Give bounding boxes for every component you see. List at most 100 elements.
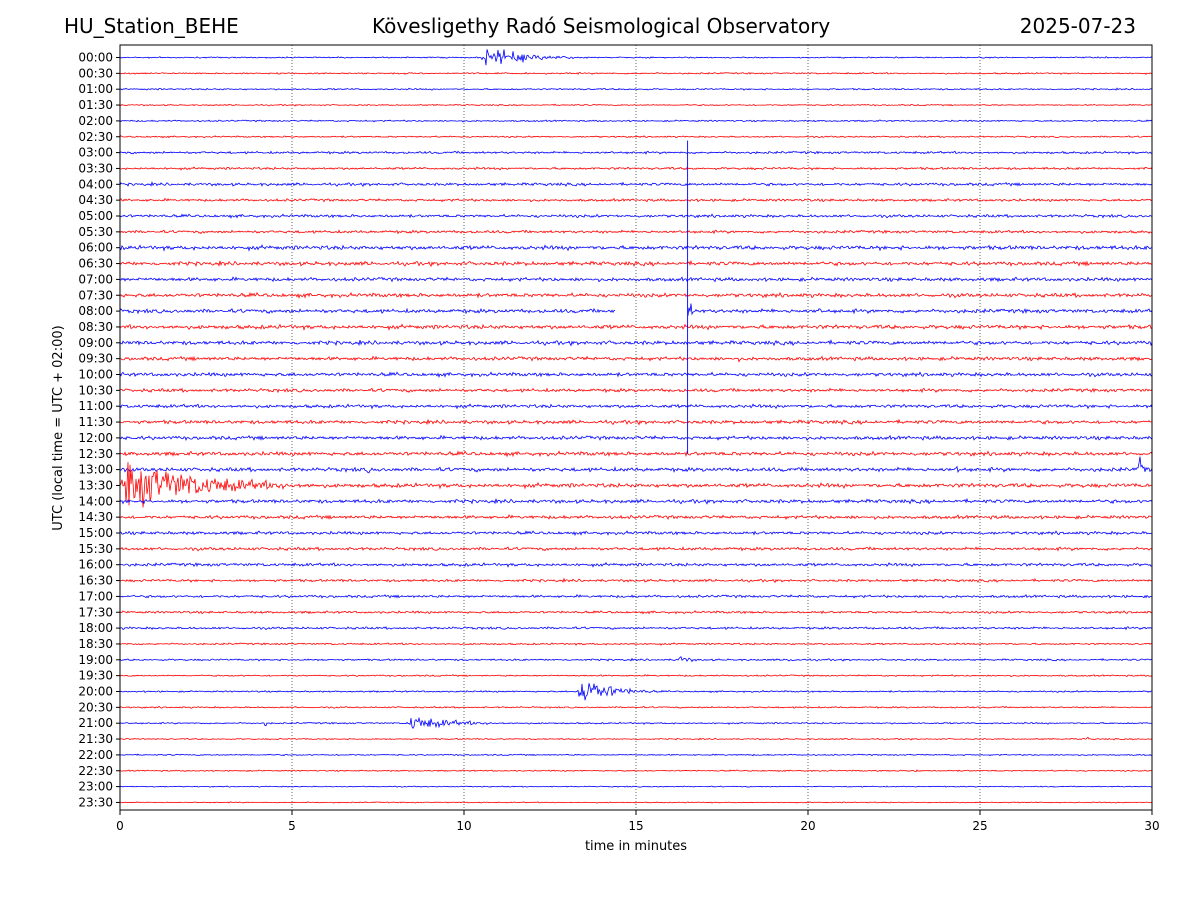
y-tick-label: 16:00 — [78, 558, 113, 572]
trace-0900 — [119, 339, 1153, 347]
y-tick-label: 23:30 — [78, 795, 113, 809]
y-tick-label: 17:00 — [78, 589, 113, 603]
y-tick-label: 03:30 — [78, 161, 113, 175]
trace-1430 — [119, 514, 1153, 521]
y-tick-label: 10:00 — [78, 368, 113, 382]
y-tick-label: 07:30 — [78, 288, 113, 302]
y-tick-label: 11:00 — [78, 399, 113, 413]
trace-1630 — [119, 577, 1153, 584]
y-axis-label: UTC (local time = UTC + 02:00) — [51, 325, 66, 530]
x-tick-label: 10 — [456, 819, 471, 833]
trace-0230 — [119, 135, 1153, 139]
x-tick-label: 25 — [972, 819, 987, 833]
x-tick-label: 5 — [288, 819, 296, 833]
y-tick-label: 14:30 — [78, 510, 113, 524]
trace-0800 — [687, 303, 1153, 316]
trace-1300 — [119, 456, 1153, 474]
trace-2200 — [119, 753, 1153, 757]
trace-1600 — [119, 561, 1153, 568]
date-title: 2025-07-23 — [1019, 14, 1136, 38]
trace-0600 — [119, 244, 1153, 252]
trace-1900 — [119, 656, 1153, 663]
y-tick-label: 07:00 — [78, 272, 113, 286]
x-ticks: 0 5 10 15 20 25 30 — [116, 810, 1160, 833]
x-tick-label: 15 — [628, 819, 643, 833]
y-tick-label: 11:30 — [78, 415, 113, 429]
y-tick-label: 02:00 — [78, 114, 113, 128]
trace-1100 — [119, 403, 1153, 410]
y-tick-label: 09:00 — [78, 336, 113, 350]
y-tick-label: 03:00 — [78, 146, 113, 160]
trace-0930 — [119, 355, 1153, 363]
trace-2100 — [119, 716, 1153, 729]
y-tick-label: 04:00 — [78, 177, 113, 191]
y-tick-label: 05:30 — [78, 225, 113, 239]
trace-0730 — [119, 291, 1153, 299]
y-tick-label: 00:00 — [78, 51, 113, 65]
y-tick-label: 08:00 — [78, 304, 113, 318]
y-tick-label: 08:30 — [78, 320, 113, 334]
y-tick-label: 19:00 — [78, 653, 113, 667]
trace-0530 — [119, 229, 1153, 235]
y-tick-label: 19:30 — [78, 669, 113, 683]
trace-0030 — [119, 71, 1153, 75]
trace-layer — [119, 49, 1153, 804]
y-tick-label: 22:00 — [78, 748, 113, 762]
trace-2300 — [119, 785, 1153, 788]
y-tick-label: 23:00 — [78, 780, 113, 794]
y-tick-label: 21:30 — [78, 732, 113, 746]
y-tick-label: 06:00 — [78, 241, 113, 255]
y-tick-label: 10:30 — [78, 383, 113, 397]
y-tick-label: 17:30 — [78, 605, 113, 619]
y-tick-label: 20:30 — [78, 700, 113, 714]
trace-1200 — [119, 434, 1153, 442]
trace-1000 — [119, 371, 1153, 378]
x-axis-label: time in minutes — [585, 839, 687, 854]
trace-0830 — [119, 323, 1153, 331]
trace-0130 — [119, 103, 1153, 107]
y-tick-label: 02:30 — [78, 130, 113, 144]
y-tick-label: 09:30 — [78, 352, 113, 366]
trace-2130 — [119, 736, 1153, 741]
station-title: HU_Station_BEHE — [64, 14, 239, 38]
y-tick-label: 12:30 — [78, 447, 113, 461]
y-tick-label: 18:30 — [78, 637, 113, 651]
trace-1400 — [119, 497, 1153, 505]
trace-1130 — [119, 418, 1153, 426]
trace-1330 — [119, 462, 1153, 508]
y-tick-label: 15:30 — [78, 542, 113, 556]
x-tick-label: 0 — [116, 819, 124, 833]
y-tick-label: 21:00 — [78, 716, 113, 730]
y-tick-label: 16:30 — [78, 574, 113, 588]
trace-1530 — [119, 546, 1153, 552]
y-tick-label: 22:30 — [78, 764, 113, 778]
observatory-title: Kövesligethy Radó Seismological Observat… — [372, 14, 831, 38]
y-tick-label: 13:00 — [78, 463, 113, 477]
trace-0630 — [119, 259, 1153, 268]
x-tick-label: 20 — [800, 819, 815, 833]
y-tick-label: 12:00 — [78, 431, 113, 445]
trace-2000 — [119, 683, 1153, 701]
trace-1700 — [119, 594, 1153, 599]
y-tick-label: 13:30 — [78, 478, 113, 492]
trace-0300 — [119, 150, 1153, 155]
y-tick-label: 00:30 — [78, 66, 113, 80]
y-tick-label: 01:00 — [78, 82, 113, 96]
y-tick-label: 04:30 — [78, 193, 113, 207]
trace-0700 — [119, 276, 1153, 283]
trace-0100 — [119, 87, 1153, 91]
trace-1830 — [119, 642, 1153, 646]
y-tick-label: 01:30 — [78, 98, 113, 112]
trace-2030 — [119, 705, 1153, 709]
trace-1730 — [119, 610, 1153, 615]
y-tick-label: 05:00 — [78, 209, 113, 223]
trace-0330 — [119, 166, 1153, 171]
trace-0200 — [119, 119, 1153, 123]
trace-1500 — [119, 530, 1153, 537]
trace-0000 — [119, 49, 1153, 66]
trace-1800 — [119, 625, 1153, 631]
y-tick-label: 14:00 — [78, 494, 113, 508]
y-tick-label: 15:00 — [78, 526, 113, 540]
